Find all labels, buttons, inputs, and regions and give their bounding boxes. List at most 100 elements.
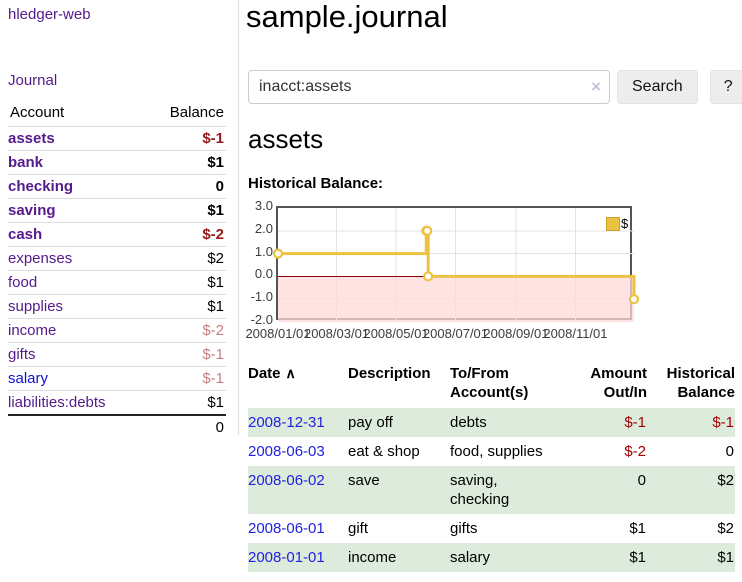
account-balance: $-2 (144, 222, 226, 247)
account-link[interactable]: assets (8, 130, 55, 147)
account-balance: $-1 (144, 366, 226, 391)
transaction-balance: $1 (717, 549, 734, 566)
txn-header-accounts: To/From Account(s) (450, 365, 529, 401)
legend-swatch-icon (606, 216, 620, 231)
transaction-accounts: gifts (450, 520, 478, 537)
accounts-header-balance: Balance (169, 104, 224, 121)
chart-legend: $ (606, 216, 628, 231)
app-title-link[interactable]: hledger-web (8, 6, 91, 23)
account-balance: $2 (144, 246, 226, 271)
transaction-accounts: food, supplies (450, 443, 543, 460)
txn-header-balance: Historical Balance (666, 365, 735, 401)
y-axis-tick-label: 2.0 (254, 220, 273, 236)
x-axis-tick-label: 2008/05/01 (363, 326, 429, 341)
transaction-balance: $2 (717, 472, 734, 489)
transaction-row: 2008-12-31 pay off debts $-1 $-1 (248, 408, 735, 437)
account-balance: $1 (144, 294, 226, 319)
transaction-description: save (348, 472, 380, 489)
page-title: sample.journal (246, 0, 448, 34)
account-balance: $-2 (144, 318, 226, 343)
transaction-date-link[interactable]: 2008-01-01 (248, 549, 325, 566)
account-title: assets (248, 124, 324, 154)
transaction-amount: $-2 (624, 443, 646, 460)
sort-ascending-icon: ∧ (285, 365, 296, 381)
historical-balance-chart: 3.0 2.0 1.0 0.0 -1.0 -2.0 2008/01/01 2008/03/01… (245, 198, 646, 350)
txn-header-amount: Amount Out/In (590, 365, 647, 401)
transaction-balance: $-1 (712, 414, 734, 431)
account-link[interactable]: food (8, 274, 38, 291)
transaction-date-link[interactable]: 2008-12-31 (248, 414, 325, 431)
transaction-row: 2008-06-03 eat & shop food, supplies $-2 0 (248, 437, 735, 466)
account-row: cash $-2 (8, 222, 226, 247)
help-button[interactable]: ? (709, 70, 742, 104)
account-link[interactable]: income (8, 322, 57, 339)
transaction-date-link[interactable]: 2008-06-02 (248, 472, 325, 489)
transaction-row: 2008-06-01 gift gifts $1 $2 (248, 514, 735, 543)
account-link[interactable]: checking (8, 178, 74, 195)
transaction-accounts: saving, checking (450, 472, 510, 508)
x-axis-tick-label: 2008/01/01 (245, 326, 311, 341)
transactions-table: Date ∧ Description To/From Account(s) Amo… (248, 362, 735, 572)
account-balance: 0 (144, 174, 226, 199)
transaction-row: 2008-01-01 income salary $1 $1 (248, 543, 735, 572)
sidebar-divider (238, 0, 239, 435)
accounts-total-row: 0 (8, 414, 226, 439)
search-button[interactable]: Search (617, 70, 698, 104)
txn-header-date-label: Date (248, 365, 281, 382)
transaction-description: pay off (348, 414, 393, 431)
transaction-amount: $1 (629, 520, 646, 537)
account-link[interactable]: salary (8, 370, 49, 387)
transaction-description: eat & shop (348, 443, 420, 460)
accounts-total-value: 0 (144, 414, 226, 439)
chart-label: Historical Balance: (248, 175, 384, 192)
accounts-header-account: Account (10, 104, 65, 121)
transaction-amount: $1 (629, 549, 646, 566)
account-balance: $1 (144, 390, 226, 415)
transaction-balance: $2 (717, 520, 734, 537)
txn-header-date[interactable]: Date ∧ (248, 362, 348, 408)
sidebar-item-journal[interactable]: Journal (8, 72, 58, 89)
account-link[interactable]: saving (8, 202, 56, 219)
account-row: income $-2 (8, 318, 226, 343)
account-balance: $1 (144, 270, 226, 295)
transaction-date-link[interactable]: 2008-06-03 (248, 443, 325, 460)
account-row: liabilities:debts $1 (8, 390, 226, 415)
transaction-description: income (348, 549, 397, 566)
txn-header-description: Description (348, 365, 431, 382)
clear-search-icon[interactable]: × (591, 77, 601, 96)
account-row: supplies $1 (8, 294, 226, 319)
transaction-accounts: debts (450, 414, 487, 431)
account-row: checking 0 (8, 174, 226, 199)
search-form: × Search ? (248, 70, 742, 104)
account-row: saving $1 (8, 198, 226, 223)
y-axis-tick-label: -1.0 (250, 289, 273, 305)
account-link[interactable]: bank (8, 154, 44, 171)
account-row: salary $-1 (8, 366, 226, 391)
search-input[interactable] (248, 70, 610, 104)
transaction-amount: 0 (637, 472, 646, 489)
transaction-row: 2008-06-02 save saving, checking 0 $2 (248, 466, 735, 514)
x-axis-tick-label: 2008/07/01 (422, 326, 489, 341)
transaction-date-link[interactable]: 2008-06-01 (248, 520, 325, 537)
chart-plot-area (272, 206, 640, 322)
account-balance: $1 (144, 198, 226, 223)
transaction-amount: $-1 (624, 414, 646, 431)
account-row: expenses $2 (8, 246, 226, 271)
accounts-table-body: assets $-1 bank $1 checking 0 saving $1 cash $-2 e… (8, 126, 226, 415)
transactions-table-body: 2008-12-31 pay off debts $-1 $-1 2008-06-03 ea… (248, 408, 735, 572)
account-balance: $-1 (144, 126, 226, 151)
account-row: bank $1 (8, 150, 226, 175)
legend-label: $ (621, 216, 629, 231)
chart-canvas (272, 208, 640, 322)
y-axis-tick-label: 3.0 (254, 198, 273, 213)
account-link[interactable]: cash (8, 226, 43, 243)
x-axis-tick-label: 2008/03/01 (303, 326, 370, 341)
account-link[interactable]: supplies (8, 298, 64, 315)
account-link[interactable]: liabilities:debts (8, 394, 106, 411)
account-link[interactable]: expenses (8, 250, 73, 267)
account-balance: $1 (144, 150, 226, 175)
account-link[interactable]: gifts (8, 346, 36, 363)
account-balance: $-1 (144, 342, 226, 367)
account-row: gifts $-1 (8, 342, 226, 367)
x-axis-tick-label: 2008/09/01 (483, 326, 549, 341)
